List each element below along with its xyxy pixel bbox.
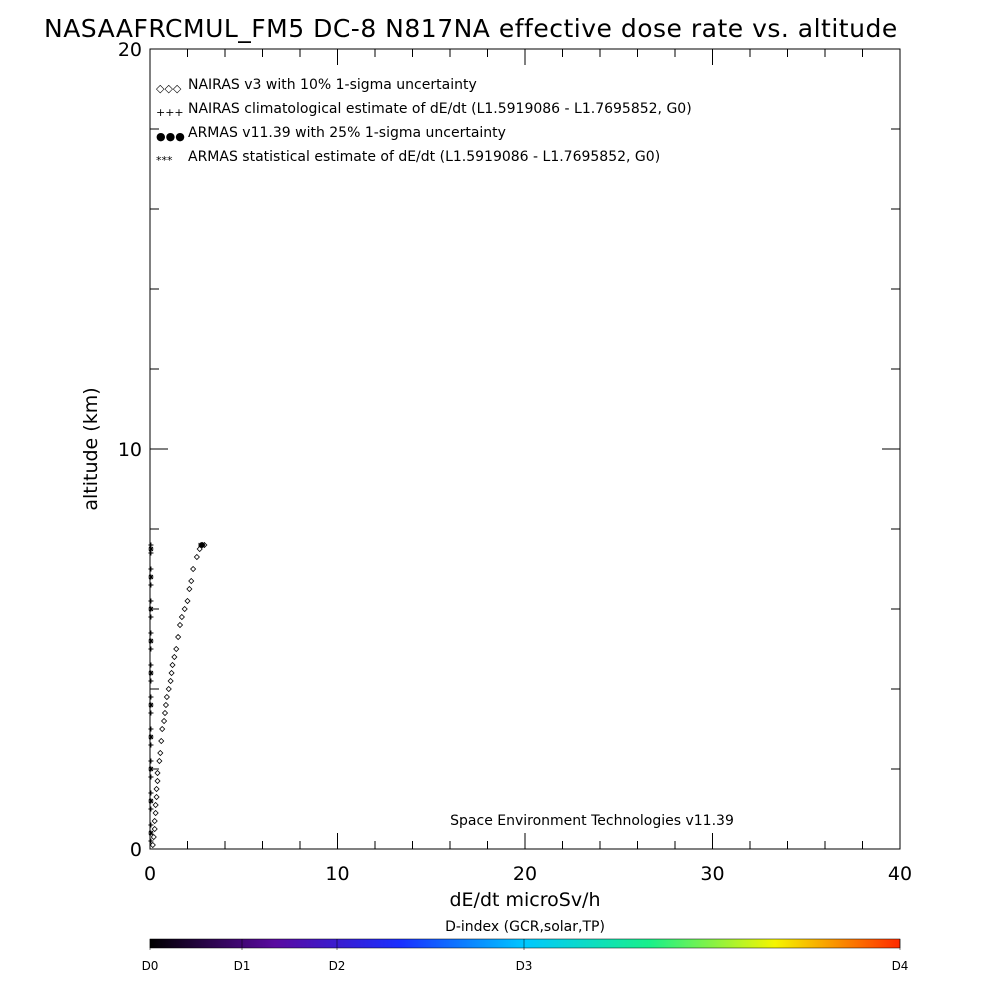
legend-marker: ◇◇◇	[156, 82, 182, 95]
nairas-point	[175, 633, 182, 641]
nairas-point	[151, 817, 158, 825]
nairas-point	[176, 621, 184, 629]
nairas-point	[181, 605, 188, 613]
colorbar	[149, 938, 901, 949]
armas-statistical-point	[148, 734, 154, 740]
colorbar-labels: D0 D1 D2 D3 D4	[142, 939, 909, 973]
x-tick-label: 0	[144, 863, 156, 885]
colorbar-label: D4	[892, 959, 909, 973]
nairas-climatology-point	[148, 710, 154, 716]
nairas-climatology-point	[148, 726, 154, 732]
y-tick-label: 0	[130, 839, 142, 861]
armas-statistical-point	[148, 670, 154, 676]
plot-frame	[149, 48, 901, 850]
nairas-point	[173, 645, 180, 653]
nairas-point	[165, 685, 172, 693]
nairas-climatology-point	[148, 662, 154, 668]
y-tick-label: 20	[118, 39, 142, 61]
nairas-point	[152, 801, 159, 809]
armas-statistical-point	[148, 574, 154, 580]
nairas-point	[159, 725, 166, 733]
armas-statistical-point	[148, 830, 154, 836]
colorbar-label: D3	[516, 959, 533, 973]
nairas-point	[161, 709, 169, 717]
nairas-point	[193, 553, 200, 561]
nairas-climatology-point	[148, 838, 154, 844]
armas-statistical-point	[148, 766, 154, 772]
nairas-point	[168, 669, 175, 677]
legend-label: NAIRAS climatological estimate of dE/dt …	[188, 101, 692, 117]
legend-label: ARMAS statistical estimate of dE/dt (L1.…	[188, 149, 660, 165]
legend: ◇◇◇ NAIRAS v3 with 10% 1-sigma uncertaint…	[156, 77, 692, 167]
y-axis-label: altitude (km)	[80, 387, 102, 510]
nairas-climatology-point	[148, 614, 154, 620]
armas-statistical-point	[148, 638, 154, 644]
legend-marker: ***	[156, 154, 173, 167]
chart-title: NASAAFRCMUL_FM5 DC-8 N817NA effective do…	[44, 14, 898, 43]
legend-label: ARMAS v11.39 with 25% 1-sigma uncertaint…	[188, 125, 506, 141]
nairas-climatology-point	[148, 678, 154, 684]
nairas-point	[196, 545, 203, 553]
nairas-climatology-point	[148, 742, 154, 748]
nairas-point	[158, 737, 165, 745]
colorbar-label: D0	[142, 959, 159, 973]
legend-label: NAIRAS v3 with 10% 1-sigma uncertainty	[188, 77, 477, 93]
nairas-point	[157, 749, 164, 757]
nairas-climatology-point	[148, 790, 154, 796]
x-tick-label: 30	[700, 863, 724, 885]
nairas-climatology-point	[148, 694, 154, 700]
nairas-point	[150, 833, 157, 841]
nairas-point	[153, 785, 160, 793]
armas-statistical-point	[148, 702, 154, 708]
nairas-point	[171, 653, 178, 661]
nairas-point	[186, 585, 193, 593]
nairas-climatology-point	[148, 582, 154, 588]
colorbar-label: D1	[234, 959, 251, 973]
armas-statistical-point	[200, 542, 205, 548]
legend-marker: +++	[156, 106, 184, 119]
armas-statistical-point	[148, 606, 154, 612]
nairas-point	[184, 597, 191, 605]
x-axis-label: dE/dt microSv/h	[449, 889, 600, 911]
nairas-point	[188, 577, 195, 585]
armas-statistical-point	[148, 546, 154, 552]
nairas-point	[163, 693, 170, 701]
nairas-climatology-point	[148, 806, 154, 812]
nairas-point	[156, 757, 163, 765]
nairas-climatology-point	[148, 598, 154, 604]
nairas-point	[154, 769, 161, 777]
nairas-point	[153, 793, 160, 801]
armas-statistical-point	[148, 798, 154, 804]
nairas-climatology-point	[148, 630, 154, 636]
legend-marker: ●●●	[156, 130, 185, 143]
nairas-point	[167, 677, 174, 685]
data-points	[148, 541, 208, 849]
plot-area	[149, 48, 901, 850]
y-tick-label: 10	[118, 439, 142, 461]
nairas-point	[190, 565, 197, 573]
nairas-point	[152, 809, 159, 817]
nairas-climatology-point	[148, 822, 154, 828]
nairas-point	[160, 717, 168, 725]
nairas-point	[149, 841, 156, 849]
nairas-climatology-point	[148, 646, 154, 652]
x-tick-label: 20	[513, 863, 537, 885]
nairas-point	[169, 661, 176, 669]
nairas-point	[154, 777, 161, 785]
nairas-point	[162, 701, 170, 709]
nairas-climatology-point	[148, 566, 154, 572]
axis-ticks	[149, 48, 901, 850]
x-tick-label: 40	[888, 863, 912, 885]
colorbar-label: D2	[329, 959, 346, 973]
colorbar-title: D-index (GCR,solar,TP)	[445, 919, 605, 935]
axis-tick-labels: 0 10 20 30 40 0 10 20	[118, 39, 912, 885]
nairas-point	[151, 825, 158, 833]
nairas-climatology-point	[148, 774, 154, 780]
x-tick-label: 10	[325, 863, 349, 885]
annotation-credit: Space Environment Technologies v11.39	[450, 813, 734, 829]
nairas-climatology-point	[148, 758, 154, 764]
nairas-point	[178, 613, 185, 621]
